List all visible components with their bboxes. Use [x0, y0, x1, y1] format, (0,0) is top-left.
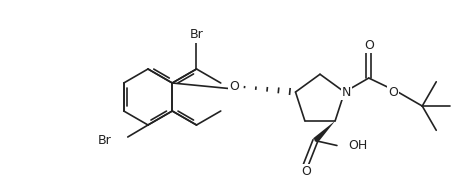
Text: Br: Br [190, 29, 203, 42]
Text: Br: Br [98, 133, 112, 146]
Text: OH: OH [348, 139, 367, 152]
Text: O: O [388, 86, 398, 99]
Text: N: N [342, 86, 351, 99]
Text: O: O [301, 165, 311, 178]
Text: O: O [229, 80, 239, 93]
Text: O: O [364, 39, 374, 52]
Polygon shape [313, 121, 335, 143]
